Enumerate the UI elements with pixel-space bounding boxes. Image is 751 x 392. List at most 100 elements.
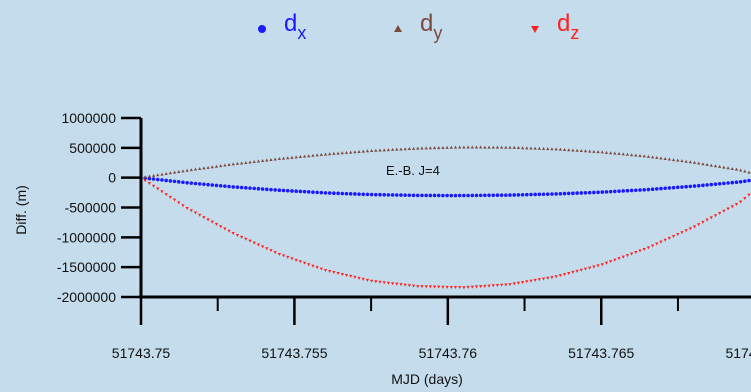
data-point	[541, 146, 546, 150]
data-point	[147, 176, 152, 181]
data-point	[198, 213, 202, 217]
data-point	[193, 211, 198, 215]
data-point	[516, 146, 520, 150]
data-point	[562, 147, 567, 151]
data-point	[281, 254, 286, 258]
data-point	[311, 153, 315, 157]
data-point	[705, 218, 709, 222]
data-point	[500, 145, 504, 149]
data-point	[143, 175, 147, 179]
data-point	[726, 166, 730, 170]
data-point	[495, 145, 500, 149]
legend-item-x: dx	[258, 10, 306, 43]
data-point	[160, 178, 164, 182]
data-point	[382, 281, 386, 285]
data-point	[311, 190, 315, 194]
data-point	[357, 192, 361, 196]
data-point	[147, 182, 151, 186]
data-point	[529, 192, 533, 197]
data-point	[403, 147, 407, 151]
data-point	[399, 147, 403, 151]
data-point	[361, 149, 365, 153]
data-point	[667, 157, 671, 161]
data-point	[739, 200, 743, 204]
data-point	[357, 149, 361, 153]
data-point	[491, 193, 496, 198]
data-point	[550, 276, 554, 280]
data-point	[571, 270, 575, 274]
data-point	[583, 149, 588, 153]
data-point	[239, 185, 244, 190]
data-point	[558, 274, 562, 278]
data-point	[638, 188, 642, 192]
data-point	[177, 201, 181, 205]
data-point	[734, 167, 739, 171]
data-point	[734, 180, 739, 185]
data-point	[533, 192, 537, 197]
plot-area: 1000000 500000 0 -500000 -1000000 -1500000 -20…	[57, 110, 751, 361]
data-point	[411, 146, 416, 150]
data-point	[445, 145, 449, 149]
data-point	[642, 187, 646, 192]
y-tick-label: 500000	[69, 140, 116, 156]
data-point	[659, 186, 663, 191]
data-point	[428, 193, 433, 198]
data-point	[395, 147, 399, 151]
data-point	[453, 286, 458, 290]
data-point	[655, 155, 659, 159]
data-point	[726, 181, 730, 185]
data-point	[529, 146, 533, 150]
data-point	[462, 286, 466, 290]
data-point	[143, 179, 147, 183]
data-point	[265, 158, 269, 162]
data-point	[415, 193, 420, 198]
data-point	[449, 145, 453, 149]
data-point	[332, 271, 336, 275]
data-point	[407, 193, 412, 198]
y-tick-label: -2000000	[57, 289, 116, 305]
data-point	[240, 161, 244, 165]
data-point	[705, 162, 709, 166]
data-point	[441, 285, 445, 289]
data-point	[353, 150, 357, 154]
data-point	[663, 157, 667, 161]
data-point	[634, 153, 638, 157]
data-point	[202, 216, 206, 220]
data-point	[277, 252, 281, 256]
data-point	[252, 159, 256, 163]
data-point	[294, 189, 298, 193]
data-point	[349, 150, 353, 154]
legend-label: dx	[284, 10, 306, 43]
data-point	[206, 218, 210, 222]
data-point	[537, 192, 542, 197]
data-point	[466, 193, 470, 198]
legend-item-z: dz	[531, 10, 579, 43]
data-point	[365, 149, 370, 153]
data-point	[587, 190, 592, 195]
data-point	[202, 182, 206, 187]
data-point	[411, 193, 416, 198]
data-point	[650, 187, 655, 192]
data-point	[235, 233, 240, 237]
data-point	[210, 183, 215, 187]
data-point	[474, 285, 479, 289]
data-point	[600, 263, 604, 267]
data-point	[223, 227, 227, 231]
data-point	[659, 240, 663, 244]
data-point	[298, 189, 303, 194]
data-point	[508, 283, 512, 287]
data-point	[688, 160, 692, 164]
data-point	[348, 192, 353, 196]
data-point	[420, 285, 424, 289]
data-point	[512, 145, 516, 149]
data-point	[483, 145, 487, 149]
data-point	[432, 285, 437, 289]
data-point	[349, 274, 353, 278]
data-point	[458, 286, 462, 290]
data-point	[185, 206, 189, 210]
data-point	[307, 263, 311, 267]
data-point	[625, 188, 630, 193]
data-point	[302, 261, 307, 265]
data-point	[701, 220, 705, 224]
